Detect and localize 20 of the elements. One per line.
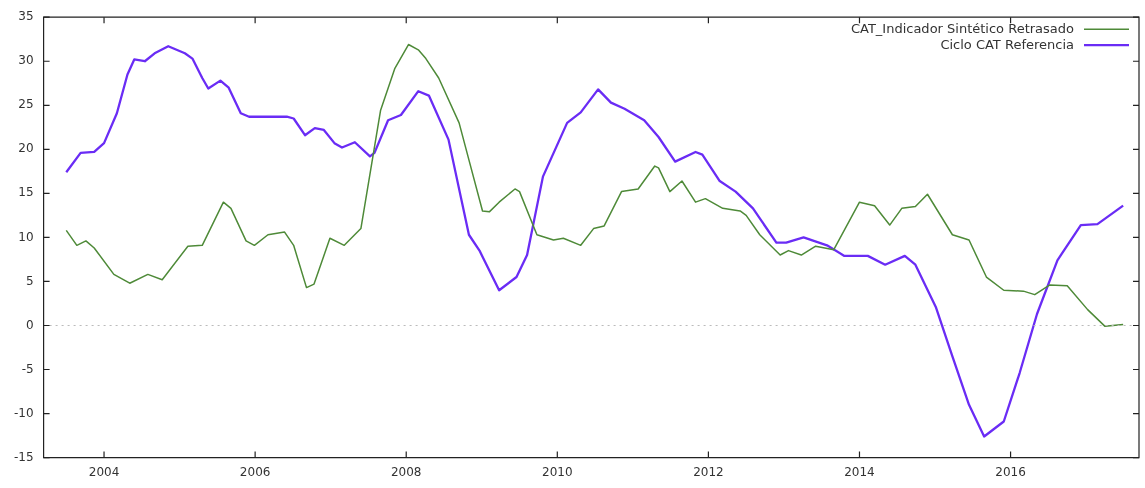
y-tick-label: 0 xyxy=(25,317,34,332)
x-tick-label: 2008 xyxy=(390,464,422,479)
y-tick-label: 30 xyxy=(18,53,34,68)
y-tick-label: -10 xyxy=(13,405,34,420)
y-tick-label: 10 xyxy=(18,229,34,244)
x-tick-label: 2006 xyxy=(239,464,271,479)
x-tick-label: 2004 xyxy=(88,464,120,479)
x-tick-label: 2010 xyxy=(542,464,573,479)
y-tick-label: 15 xyxy=(18,185,34,200)
x-tick-label: 2014 xyxy=(844,464,875,479)
y-tick-label: -15 xyxy=(13,449,34,464)
y-tick-label: 20 xyxy=(18,141,34,156)
legend-label: Ciclo CAT Referencia xyxy=(940,36,1074,52)
x-tick-label: 2016 xyxy=(995,464,1026,479)
y-tick-label: 5 xyxy=(25,273,34,288)
legend-label: CAT_Indicador Sintético Retrasado xyxy=(850,20,1075,36)
y-tick-label: -5 xyxy=(21,361,34,376)
x-tick-label: 2012 xyxy=(693,464,724,479)
y-tick-label: 25 xyxy=(18,97,34,112)
y-tick-label: 35 xyxy=(18,9,34,24)
